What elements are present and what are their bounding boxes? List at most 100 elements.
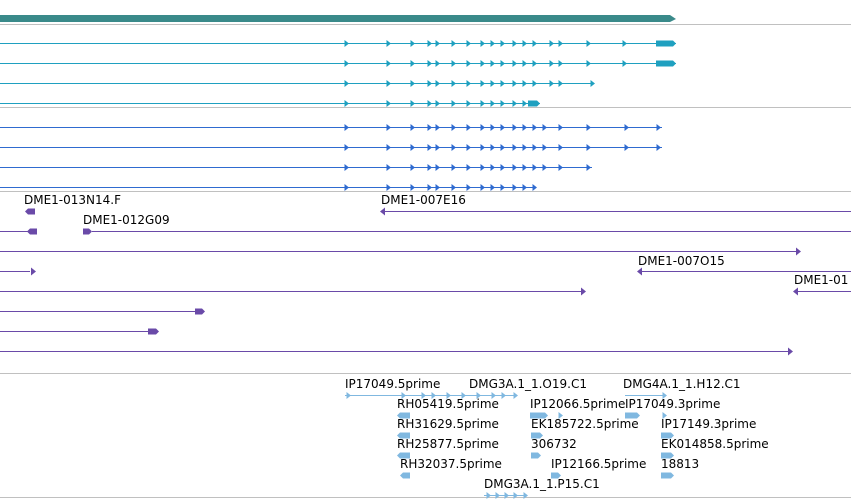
feature-block: [531, 452, 541, 459]
exon-arrow-icon: [637, 267, 642, 276]
exon-arrow-icon: [480, 184, 485, 191]
exon-arrow-icon: [344, 124, 349, 131]
feature-block: [656, 40, 676, 47]
clone-label[interactable]: DME1-012G09: [83, 213, 170, 227]
est-label[interactable]: EK185722.5prime: [531, 417, 639, 431]
exon-arrow-icon: [558, 144, 563, 151]
exon-arrow-icon: [793, 287, 798, 296]
exon-arrow-icon: [500, 144, 505, 151]
est-label[interactable]: DMG4A.1_1.H12.C1: [623, 377, 741, 391]
exon-arrow-icon: [427, 80, 432, 87]
exon-arrow-icon: [386, 60, 391, 67]
est-label[interactable]: IP12066.5prime: [530, 397, 626, 411]
exon-arrow-icon: [380, 207, 385, 216]
est-label[interactable]: IP17049.5prime: [345, 377, 441, 391]
est-label[interactable]: RH31629.5prime: [397, 417, 499, 431]
exon-arrow-icon: [558, 60, 563, 67]
clone-label[interactable]: DME1-01: [794, 273, 849, 287]
exon-arrow-icon: [386, 100, 391, 107]
exon-arrow-icon: [512, 60, 517, 67]
exon-arrow-icon: [549, 40, 554, 47]
exon-arrow-icon: [590, 80, 595, 87]
exon-arrow-icon: [662, 392, 667, 399]
exon-arrow-icon: [662, 412, 667, 419]
exon-arrow-icon: [500, 100, 505, 107]
exon-arrow-icon: [490, 100, 495, 107]
est-label[interactable]: DMG3A.1_1.P15.C1: [484, 477, 600, 491]
exon-arrow-icon: [522, 144, 527, 151]
exon-arrow-icon: [427, 164, 432, 171]
exon-arrow-icon: [532, 40, 537, 47]
exon-arrow-icon: [435, 100, 440, 107]
est-label[interactable]: IP12166.5prime: [551, 457, 647, 471]
exon-arrow-icon: [344, 164, 349, 171]
exon-arrow-icon: [451, 164, 456, 171]
exon-arrow-icon: [344, 80, 349, 87]
exon-arrow-icon: [500, 40, 505, 47]
exon-arrow-icon: [344, 40, 349, 47]
exon-arrow-icon: [344, 144, 349, 151]
feature-block: [397, 432, 410, 439]
exon-arrow-icon: [451, 80, 456, 87]
exon-arrow-icon: [512, 80, 517, 87]
exon-arrow-icon: [427, 124, 432, 131]
exon-arrow-icon: [451, 100, 456, 107]
exon-arrow-icon: [431, 392, 436, 399]
exon-arrow-icon: [490, 80, 495, 87]
est-label[interactable]: IP17049.3prime: [625, 397, 721, 411]
exon-arrow-icon: [624, 144, 629, 151]
exon-arrow-icon: [512, 144, 517, 151]
exon-arrow-icon: [586, 164, 591, 171]
exon-arrow-icon: [532, 80, 537, 87]
clone-label[interactable]: DME1-007O15: [638, 254, 725, 268]
exon-arrow-icon: [410, 184, 415, 191]
exon-arrow-icon: [466, 100, 471, 107]
exon-arrow-icon: [542, 144, 547, 151]
exon-arrow-icon: [410, 40, 415, 47]
est-label[interactable]: IP17149.3prime: [661, 417, 757, 431]
exon-arrow-icon: [512, 40, 517, 47]
exon-arrow-icon: [500, 124, 505, 131]
exon-arrow-icon: [427, 184, 432, 191]
exon-arrow-icon: [622, 60, 627, 67]
gene-bar[interactable]: [0, 15, 676, 22]
exon-arrow-icon: [386, 124, 391, 131]
exon-arrow-icon: [427, 100, 432, 107]
exon-arrow-icon: [532, 164, 537, 171]
exon-arrow-icon: [435, 144, 440, 151]
est-label[interactable]: 18813: [661, 457, 700, 471]
exon-arrow-icon: [522, 80, 527, 87]
exon-arrow-icon: [523, 492, 528, 499]
exon-arrow-icon: [386, 80, 391, 87]
exon-arrow-icon: [522, 100, 527, 107]
exon-arrow-icon: [480, 40, 485, 47]
exon-arrow-icon: [401, 392, 406, 399]
est-label[interactable]: 306732: [531, 437, 577, 451]
clone-label[interactable]: DME1-013N14.F: [24, 193, 122, 207]
est-label[interactable]: DMG3A.1_1.O19.C1: [469, 377, 587, 391]
exon-arrow-icon: [500, 184, 505, 191]
exon-arrow-icon: [491, 392, 496, 399]
est-label[interactable]: EK014858.5prime: [661, 437, 769, 451]
est-label[interactable]: RH05419.5prime: [397, 397, 499, 411]
exon-arrow-icon: [480, 144, 485, 151]
exon-arrow-icon: [344, 100, 349, 107]
est-label[interactable]: RH25877.5prime: [397, 437, 499, 451]
exon-arrow-icon: [512, 124, 517, 131]
exon-arrow-icon: [451, 60, 456, 67]
exon-arrow-icon: [451, 184, 456, 191]
clone-label[interactable]: DME1-007E16: [381, 193, 466, 207]
exon-arrow-icon: [466, 124, 471, 131]
exon-arrow-icon: [427, 60, 432, 67]
feature-block: [148, 328, 159, 335]
est-label[interactable]: RH32037.5prime: [400, 457, 502, 471]
exon-arrow-icon: [346, 392, 351, 399]
exon-arrow-icon: [558, 412, 563, 419]
exon-arrow-icon: [513, 492, 518, 499]
exon-arrow-icon: [549, 80, 554, 87]
exon-arrow-icon: [501, 392, 506, 399]
exon-arrow-icon: [466, 184, 471, 191]
exon-arrow-icon: [490, 164, 495, 171]
